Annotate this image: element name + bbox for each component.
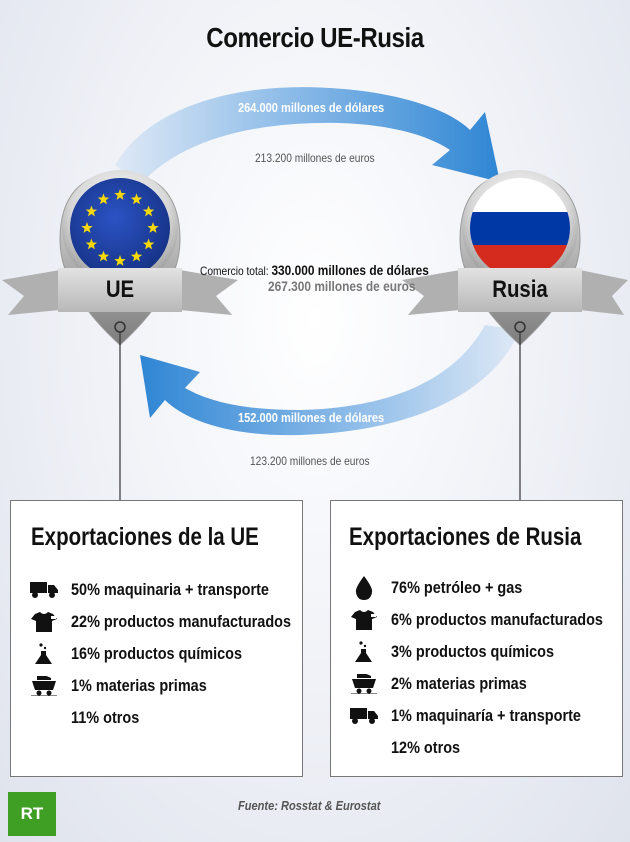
russia-export-item-label: 76% petróleo + gas [391,578,523,597]
eu-to-russia-eur: 213.200 millones de euros [255,151,375,165]
eu-marker [2,170,238,500]
eu-star-icon [114,255,126,266]
russia-export-item: 12% otros [349,735,472,761]
russia-to-eu-eur: 123.200 millones de euros [250,454,370,468]
russia-export-item: 1% maquinaría + transporte [349,703,614,729]
eu-star-icon [97,250,110,262]
eu-label: UE [105,276,135,303]
eu-star-icon [85,205,98,217]
eu-star-icon [142,238,155,250]
flask-icon [29,642,59,666]
source-note: Fuente: Rosstat & Eurostat [238,798,381,813]
eu-star-icon [114,189,126,200]
arrow-russia-to-eu [140,325,520,436]
eu-export-item-label: 11% otros [71,708,140,727]
russia-export-item-label: 3% productos químicos [391,642,554,661]
russia-to-eu-usd: 152.000 millones de dólares [238,410,385,425]
eu-export-item: 11% otros [29,705,151,731]
no-icon [29,706,59,730]
eu-star-icon [81,222,93,233]
eu-export-item-label: 16% productos químicos [71,644,243,663]
russia-export-item: 2% materias primas [349,671,551,697]
russia-export-item: 76% petróleo + gas [349,575,545,601]
eu-export-item: 22% productos manufacturados [29,609,330,635]
russia-exports-panel: Exportaciones de Rusia 76% petróleo + ga… [330,500,623,777]
eu-flag-icon [70,178,170,278]
russia-export-item-label: 2% materias primas [391,674,527,693]
eu-export-item-label: 22% productos manufacturados [71,612,292,631]
eu-star-icon [130,250,143,262]
flask-icon [349,640,379,664]
shirt-icon [29,610,59,634]
page-title: Comercio UE-Rusia [206,22,424,53]
russia-export-item: 6% productos manufacturados [349,607,630,633]
truck-icon [349,704,379,728]
eu-export-item: 16% productos químicos [29,641,272,667]
total-usd: 330.000 millones de dólares [271,262,429,278]
arrow-eu-to-russia [115,87,500,185]
eu-export-item: 1% materias primas [29,673,231,699]
shirt-icon [349,608,379,632]
mine-cart-icon [349,672,379,696]
eu-star-icon [97,193,110,205]
truck-icon [29,578,59,602]
eu-star-icon [85,238,98,250]
eu-export-item-label: 1% materias primas [71,676,207,695]
russia-label: Rusia [492,276,548,303]
russia-export-item-label: 6% productos manufacturados [391,610,603,629]
trade-diagram [2,87,628,500]
russia-export-item: 3% productos químicos [349,639,583,665]
russia-export-item-label: 12% otros [391,738,461,757]
eu-star-icon [147,222,159,233]
eu-exports-heading: Exportaciones de la UE [31,523,259,551]
total-trade: Comercio total: 330.000 millones de dóla… [200,262,429,278]
russia-marker [402,170,628,500]
eu-export-item-label: 50% maquinaria + transporte [71,580,269,599]
eu-star-icon [142,205,155,217]
eu-export-item: 50% maquinaria + transporte [29,577,304,603]
total-eur: 267.300 millones de euros [268,278,416,294]
russia-export-item-label: 1% maquinaría + transporte [391,706,581,725]
oil-drop-icon [349,576,379,600]
no-icon [349,736,379,760]
rt-logo: RT [8,792,56,836]
eu-exports-panel: Exportaciones de la UE 50% maquinaria + … [10,500,303,777]
eu-star-icon [130,193,143,205]
total-prefix: Comercio total: [200,264,269,278]
eu-to-russia-usd: 264.000 millones de dólares [238,100,385,115]
russia-exports-heading: Exportaciones de Rusia [349,523,582,551]
mine-cart-icon [29,674,59,698]
